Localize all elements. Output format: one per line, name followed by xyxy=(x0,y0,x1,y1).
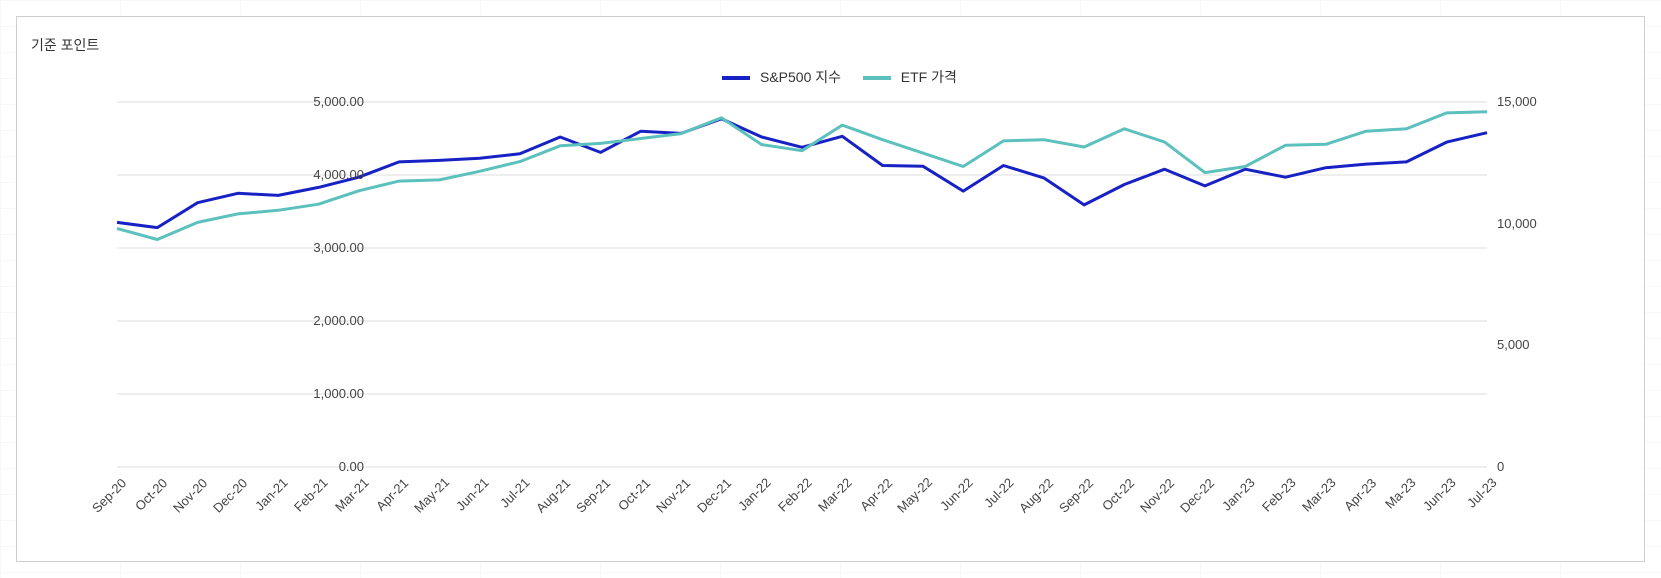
x-tick-label: Jul-22 xyxy=(981,475,1017,511)
y-right-tick-label: 10,000 xyxy=(1497,216,1537,231)
chart-svg xyxy=(117,102,1487,467)
x-tick-label: Jun-23 xyxy=(1420,475,1459,514)
x-tick-label: Dec-22 xyxy=(1177,475,1217,515)
x-tick-label: Jun-21 xyxy=(453,475,492,514)
x-tick-label: Aug-21 xyxy=(533,475,573,515)
chart-legend: S&P500 지수 ETF 가격 xyxy=(17,67,1644,87)
x-tick-label: Jul-21 xyxy=(497,475,533,511)
x-tick-label: Sep-20 xyxy=(89,475,129,515)
y-left-tick-label: 0.00 xyxy=(274,459,364,474)
x-tick-label: Mar-23 xyxy=(1299,475,1339,515)
x-tick-label: Feb-22 xyxy=(775,475,815,515)
gridlines xyxy=(117,102,1487,467)
chart-frame: 기준 포인트 S&P500 지수 ETF 가격 0.00 1,000.00 2,00… xyxy=(16,16,1645,562)
x-tick-label: Ma-23 xyxy=(1382,475,1419,512)
y-right-tick-label: 5,000 xyxy=(1497,337,1530,352)
x-tick-label: Dec-21 xyxy=(694,475,734,515)
x-tick-label: Sep-21 xyxy=(573,475,613,515)
x-tick-label: May-21 xyxy=(411,475,452,516)
y-left-tick-label: 4,000.00 xyxy=(274,167,364,182)
x-tick-label: Mar-21 xyxy=(332,475,372,515)
x-tick-label: Jun-22 xyxy=(937,475,976,514)
y-left-tick-label: 3,000.00 xyxy=(274,240,364,255)
x-tick-label: Jan-21 xyxy=(252,475,291,514)
x-tick-label: Feb-21 xyxy=(291,475,331,515)
x-tick-label: Feb-23 xyxy=(1259,475,1299,515)
legend-swatch-1 xyxy=(863,76,891,80)
y-right-tick-label: 0 xyxy=(1497,459,1504,474)
chart-title: 기준 포인트 xyxy=(31,35,99,55)
x-tick-label: Jul-23 xyxy=(1464,475,1500,511)
x-tick-label: Apr-22 xyxy=(857,475,895,513)
x-tick-label: Nov-22 xyxy=(1137,475,1177,515)
x-tick-label: Jan-23 xyxy=(1219,475,1258,514)
x-tick-label: Jan-22 xyxy=(735,475,774,514)
x-tick-label: Nov-21 xyxy=(653,475,693,515)
x-tick-label: Apr-23 xyxy=(1341,475,1379,513)
x-tick-label: Dec-20 xyxy=(210,475,250,515)
y-left-tick-label: 2,000.00 xyxy=(274,313,364,328)
x-tick-label: Oct-22 xyxy=(1099,475,1137,513)
y-left-tick-label: 5,000.00 xyxy=(274,94,364,109)
x-tick-label: Sep-22 xyxy=(1056,475,1096,515)
x-tick-label: Apr-21 xyxy=(373,475,411,513)
plot-area xyxy=(117,102,1487,467)
x-tick-label: Oct-21 xyxy=(615,475,653,513)
legend-swatch-0 xyxy=(722,76,750,80)
x-tick-label: May-22 xyxy=(894,475,935,516)
x-tick-label: Mar-22 xyxy=(815,475,855,515)
y-right-tick-label: 15,000 xyxy=(1497,94,1537,109)
x-tick-label: Aug-22 xyxy=(1016,475,1056,515)
legend-label-1: ETF 가격 xyxy=(901,69,957,85)
x-tick-label: Oct-20 xyxy=(132,475,170,513)
x-tick-label: Nov-20 xyxy=(170,475,210,515)
legend-label-0: S&P500 지수 xyxy=(760,69,841,85)
y-left-tick-label: 1,000.00 xyxy=(274,386,364,401)
